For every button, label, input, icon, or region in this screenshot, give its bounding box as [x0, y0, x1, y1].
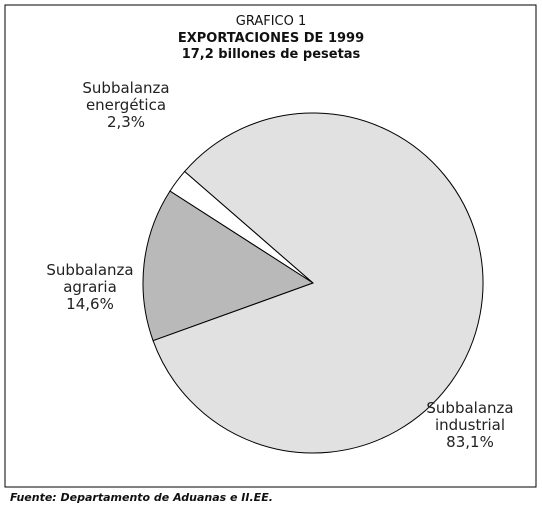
- slice-value-label: 83,1%: [446, 433, 494, 451]
- source-note: Fuente: Departamento de Aduanas e II.EE.: [10, 491, 273, 504]
- chart-subtitle-2: 17,2 billones de pesetas: [181, 47, 361, 62]
- slice-value-label: 2,3%: [106, 113, 146, 131]
- pie-slice: [142, 190, 315, 342]
- slice-label: Subbalanza energética: [82, 79, 170, 114]
- pie-slice: [152, 112, 484, 454]
- slice-label: Subbalanza agraria: [46, 261, 134, 296]
- slice-value-label: 14,6%: [66, 295, 114, 313]
- chart-subtitle: EXPORTACIONES DE 1999: [177, 31, 365, 46]
- frame: [4, 4, 537, 488]
- chart-title: GRAFICO 1: [235, 14, 307, 29]
- slice-label: Subbalanza industrial: [426, 399, 514, 434]
